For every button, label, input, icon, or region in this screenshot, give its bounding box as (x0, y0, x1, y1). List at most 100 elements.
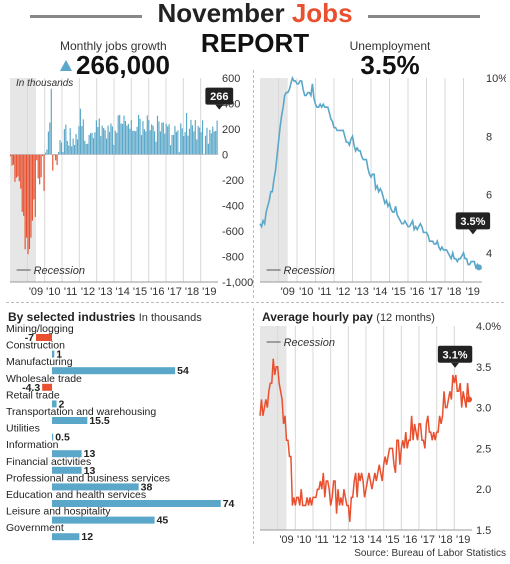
jobs-last-value-text: 266 (210, 91, 228, 103)
y-tick-label: -400 (222, 201, 244, 213)
jobs-bar (194, 120, 196, 155)
jobs-bar (34, 154, 36, 217)
industry-label: Information (6, 439, 59, 451)
x-tick-label: '11 (315, 534, 329, 546)
jobs-bar (31, 154, 33, 221)
jobs-bar (24, 154, 26, 250)
jobs-bar (110, 123, 112, 155)
title-accent: Jobs (291, 0, 353, 28)
jobs-bar (174, 125, 176, 155)
x-tick-label: '18 (185, 286, 199, 298)
y-tick-label: 3.5 (476, 362, 491, 374)
jobs-bar (190, 119, 192, 155)
jobs-bar (139, 118, 141, 155)
x-tick-label: '14 (368, 534, 382, 546)
jobs-bar (56, 154, 58, 165)
jobs-bar (63, 129, 65, 155)
jobs-bar (149, 130, 151, 155)
jobs-bar (143, 129, 145, 155)
industry-bar (52, 367, 176, 375)
jobs-bar (146, 115, 148, 155)
x-tick-label: '10 (46, 286, 60, 298)
y-tick-label: -800 (222, 252, 244, 264)
y-tick-label: -200 (222, 175, 244, 187)
jobs-bar (76, 139, 79, 155)
industry-bar (52, 516, 155, 524)
industry-value-label: -7 (25, 332, 34, 344)
jobs-bar (74, 144, 76, 155)
wages-last-point (466, 396, 473, 403)
recession-label: Recession (34, 265, 85, 277)
x-tick-label: '17 (429, 286, 443, 298)
unemployment-last-value-text: 3.5% (460, 216, 485, 228)
jobs-bar (206, 127, 208, 155)
jobs-bar (180, 123, 182, 155)
x-tick-label: '15 (392, 286, 406, 298)
jobs-bar (75, 133, 77, 155)
title-main: November (157, 0, 285, 28)
page-title: November Jobs (0, 0, 510, 29)
jobs-bar (66, 140, 68, 155)
jobs-bar (50, 88, 52, 155)
jobs-bar (46, 149, 48, 155)
jobs-bar (18, 154, 20, 182)
vertical-divider-top (253, 70, 254, 298)
industry-bar (36, 334, 52, 341)
industry-value-label: -4.3 (22, 382, 40, 394)
y-tick-label: 2.0 (476, 484, 491, 496)
jobs-bar (170, 145, 172, 155)
jobs-bar (122, 123, 124, 155)
jobs-bar (82, 119, 84, 155)
x-tick-label: '15 (133, 286, 147, 298)
jobs-bar (91, 132, 93, 155)
x-tick-label: '13 (355, 286, 369, 298)
jobs-bar (161, 122, 163, 155)
jobs-bar (37, 154, 39, 179)
jobs-bar (120, 123, 122, 155)
x-tick-label: '14 (373, 286, 387, 298)
jobs-bar (20, 154, 22, 189)
jobs-bar (88, 134, 90, 155)
jobs-bar (154, 131, 156, 155)
jobs-bar (72, 138, 74, 155)
industry-value-label: 2 (59, 398, 65, 410)
up-triangle-icon (60, 60, 72, 71)
jobs-bar (193, 131, 195, 155)
wages-title: Average hourly pay (262, 310, 373, 324)
jobs-bar (212, 126, 214, 155)
jobs-growth-chart: '09'10'11'12'13'14'15'16'17'18'196004002… (10, 73, 253, 298)
jobs-bar (148, 119, 150, 155)
industry-label: Professional and business services (6, 472, 170, 484)
horizontal-divider (6, 302, 504, 303)
industry-value-label: 1 (56, 349, 62, 361)
industry-label: Leisure and hospitality (6, 506, 111, 518)
jobs-bar (10, 154, 12, 157)
jobs-bar (164, 133, 166, 155)
jobs-bar (168, 124, 170, 155)
jobs-bar (43, 154, 45, 191)
y-tick-label: 10% (486, 73, 506, 85)
jobs-bar (81, 126, 83, 155)
jobs-bar (62, 152, 64, 155)
industry-bar (52, 350, 55, 358)
x-tick-label: '09 (281, 286, 295, 298)
industry-bar (52, 533, 80, 541)
x-tick-label: '16 (410, 286, 424, 298)
jobs-bar (178, 152, 180, 155)
jobs-bar (108, 131, 111, 155)
jobs-bar (94, 132, 96, 155)
wages-line (259, 358, 470, 522)
industry-value-label: 38 (141, 481, 153, 493)
jobs-bar (11, 154, 13, 166)
jobs-bar (44, 152, 47, 155)
y-tick-label: -1,000 (222, 277, 253, 289)
jobs-bar (78, 126, 80, 155)
wages-last-value-pointer (451, 362, 460, 368)
jobs-bar (156, 115, 159, 155)
title-rule-left (30, 15, 142, 18)
industry-label: Retail trade (6, 389, 60, 401)
jobs-bar (167, 126, 169, 155)
x-tick-label: '12 (81, 286, 95, 298)
jobs-bar (95, 120, 97, 155)
y-tick-label: 4 (486, 248, 492, 260)
